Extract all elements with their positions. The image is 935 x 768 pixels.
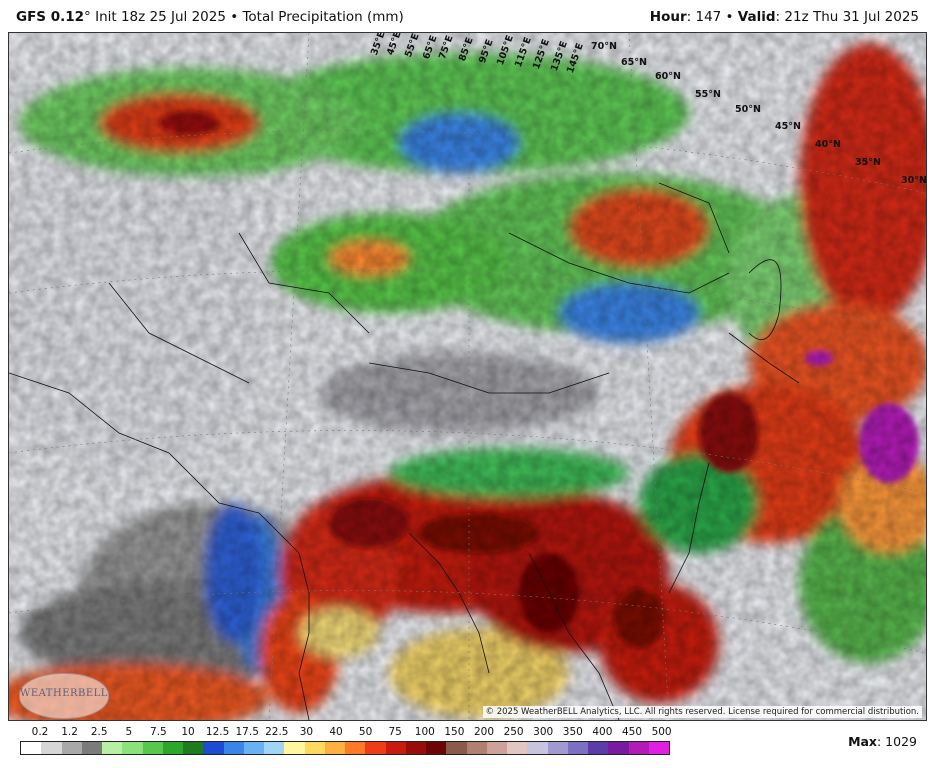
header-bar: GFS 0.12° Init 18z 25 Jul 2025 • Total P… <box>0 0 935 32</box>
legend-swatch <box>588 742 609 754</box>
lat-label-65: 65°N <box>621 57 647 68</box>
copyright-notice: © 2025 WeatherBELL Analytics, LLC. All r… <box>482 706 922 718</box>
legend-tick-label: 350 <box>562 726 583 738</box>
legend-tick-label: 0.2 <box>31 726 49 738</box>
legend-swatch <box>405 742 426 754</box>
legend-swatch <box>507 742 528 754</box>
legend-tick-label: 5 <box>125 726 133 738</box>
legend-swatch <box>345 742 366 754</box>
legend-tick-label: 10 <box>181 726 195 738</box>
legend-swatch <box>365 742 386 754</box>
legend-swatch <box>41 742 62 754</box>
legend-swatch <box>284 742 305 754</box>
legend-swatch <box>426 742 447 754</box>
precipitation-map: 70°N 65°N 60°N 55°N 50°N 45°N 40°N 35°N … <box>8 32 927 721</box>
max-value: : 1029 <box>877 734 917 749</box>
lat-label-60: 60°N <box>655 71 681 82</box>
precip-legend: 0.2 1.2 2.5 5 7.5 10 12.5 17.5 22.5 30 40 50 75 100 15… <box>20 726 672 766</box>
legend-tick-label: 500 <box>651 726 672 738</box>
graticule <box>9 33 926 720</box>
legend-swatch <box>243 742 264 754</box>
max-value-label: Max: 1029 <box>848 734 917 749</box>
legend-tick-label: 17.5 <box>235 726 259 738</box>
legend-swatch <box>567 742 588 754</box>
valid-time: Hour: 147 • Valid: 21z Thu 31 Jul 2025 <box>650 9 919 25</box>
legend-swatch <box>203 742 224 754</box>
legend-swatch <box>304 742 325 754</box>
legend-swatch <box>547 742 568 754</box>
hour-label: Hour <box>649 9 687 25</box>
lat-label-30: 30°N <box>901 175 927 186</box>
legend-swatch <box>385 742 406 754</box>
valid-value: : 21z Thu 31 Jul 2025 <box>775 9 919 25</box>
weatherbell-logo: WEATHERBELL <box>19 673 109 719</box>
legend-color-bar <box>20 741 670 755</box>
map-title: GFS 0.12° Init 18z 25 Jul 2025 • Total P… <box>16 9 404 25</box>
legend-tick-label: 200 <box>473 726 495 738</box>
legend-tick-label: 450 <box>621 726 643 738</box>
map-canvas <box>9 33 926 720</box>
max-label-text: Max <box>848 734 877 749</box>
legend-tick-label: 400 <box>592 726 613 738</box>
legend-swatch <box>486 742 507 754</box>
legend-swatch <box>81 742 102 754</box>
legend-swatch <box>527 742 548 754</box>
legend-swatch <box>446 742 467 754</box>
legend-swatch <box>223 742 244 754</box>
legend-tick-label: 40 <box>329 726 343 738</box>
legend-tick-label: 7.5 <box>150 726 167 738</box>
legend-swatch <box>162 742 183 754</box>
legend-swatch <box>21 742 42 754</box>
legend-tick-label: 150 <box>444 726 465 738</box>
legend-tick-label: 30 <box>299 726 314 738</box>
legend-swatch <box>608 742 629 754</box>
legend-tick-label: 300 <box>533 726 554 738</box>
legend-swatch <box>324 742 345 754</box>
lat-label-40: 40°N <box>815 139 841 150</box>
legend-swatch <box>264 742 285 754</box>
legend-tick-label: 12.5 <box>205 726 230 738</box>
legend-swatch <box>183 742 204 754</box>
init-text: Init 18z 25 Jul 2025 • Total Precipitati… <box>90 9 404 25</box>
lat-label-35: 35°N <box>855 157 881 168</box>
legend-tick-label: 2.5 <box>90 726 108 738</box>
legend-swatch <box>142 742 163 754</box>
borders <box>9 182 800 720</box>
noise-texture <box>9 33 926 720</box>
legend-swatch <box>122 742 143 754</box>
legend-tick-label: 50 <box>358 726 373 738</box>
legend-swatch <box>61 742 82 754</box>
model-name: GFS 0.12 <box>16 9 85 25</box>
legend-swatch <box>628 742 649 754</box>
legend-swatch <box>102 742 123 754</box>
legend-tick-label: 75 <box>388 726 402 738</box>
lat-label-50: 50°N <box>735 104 761 115</box>
legend-swatch <box>648 742 669 754</box>
valid-label: Valid <box>737 9 776 25</box>
legend-tick-label: 250 <box>503 726 524 738</box>
hour-value: : 147 • <box>686 9 738 25</box>
legend-tick-label: 1.2 <box>61 726 78 738</box>
lat-label-55: 55°N <box>695 89 721 100</box>
logo-text: WEATHERBELL <box>20 688 108 699</box>
lat-label-45: 45°N <box>775 121 801 132</box>
degree-mark: ° <box>84 9 91 25</box>
legend-tick-label: 22.5 <box>265 726 289 738</box>
legend-swatch <box>466 742 487 754</box>
lat-label-70: 70°N <box>591 41 617 52</box>
legend-ticks: 0.2 1.2 2.5 5 7.5 10 12.5 17.5 22.5 30 40 50 75 100 15… <box>20 726 672 740</box>
legend-tick-label: 100 <box>414 726 435 738</box>
